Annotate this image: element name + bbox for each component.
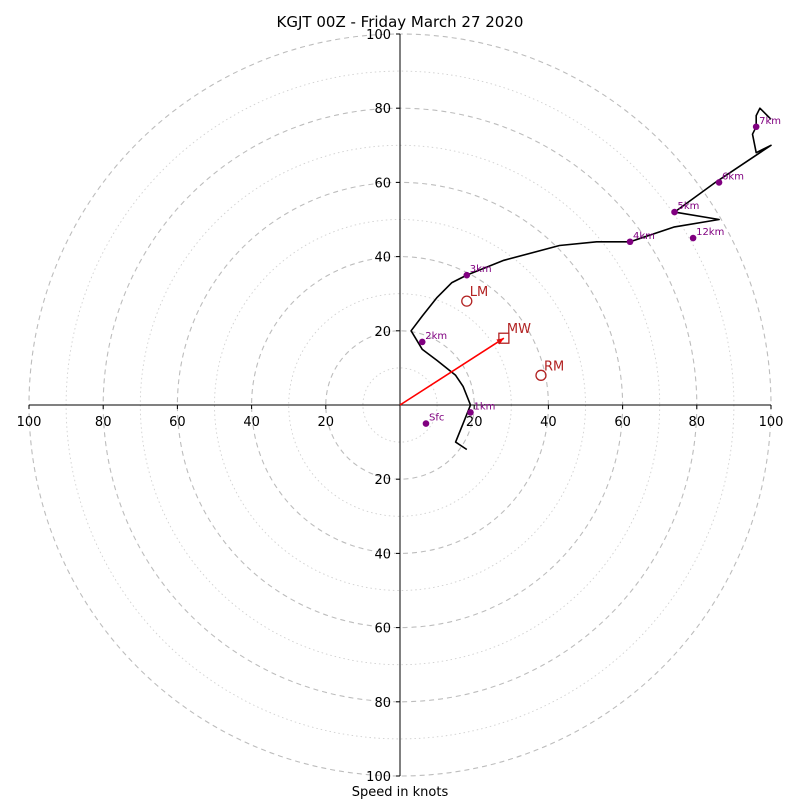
x-tick-label: 40 <box>540 415 557 430</box>
height-label: 12km <box>696 227 724 238</box>
hodograph-trace <box>410 107 772 451</box>
y-tick-label: 100 <box>366 28 391 43</box>
height-marker <box>422 420 430 427</box>
chart-title: KGJT 00Z - Friday March 27 2020 <box>277 13 524 31</box>
height-marker <box>671 208 678 216</box>
x-tick-label: 80 <box>689 415 706 430</box>
height-marker <box>626 238 634 246</box>
height-label: 4km <box>633 231 655 242</box>
storm-motion-marker <box>461 295 473 307</box>
x-axis-label: Speed in knots <box>352 785 449 800</box>
height-marker <box>467 409 474 416</box>
height-label: 3km <box>470 264 492 275</box>
axis-ticks: 20 20 20 20 40 40 40 40 60 60 60 60 80 80 80 80 100 100 10… <box>17 28 784 785</box>
x-tick-label: 100 <box>759 415 784 430</box>
height-marker <box>752 123 760 131</box>
height-label: 7km <box>759 116 781 127</box>
x-tick-label: 40 <box>243 415 260 430</box>
height-label: 2km <box>425 331 447 342</box>
height-label: 5km <box>678 201 700 212</box>
storm-motion-label: RM <box>544 359 564 374</box>
y-tick-label: 20 <box>374 325 391 340</box>
x-tick-label: 60 <box>169 415 186 430</box>
y-tick-label: 40 <box>374 251 391 266</box>
x-tick-label: 80 <box>95 415 112 430</box>
height-label: 1km <box>473 401 495 412</box>
x-tick-label: 100 <box>17 415 42 430</box>
storm-motion-markers: MW LM RM <box>461 285 564 381</box>
storm-motion-label: LM <box>470 285 488 300</box>
height-markers: Sfc 1km 2km 3km 4km 5km 6km 7km 12km <box>418 116 781 427</box>
shear-vector <box>399 337 505 406</box>
height-label: 6km <box>722 171 744 182</box>
y-tick-label: 80 <box>374 696 391 711</box>
hodograph-line <box>410 107 772 451</box>
x-tick-label: 20 <box>318 415 335 430</box>
x-tick-label: 20 <box>466 415 483 430</box>
storm-motion-label: MW <box>507 322 531 337</box>
shear-vector-line <box>399 337 505 406</box>
height-marker <box>715 179 723 186</box>
height-marker <box>463 271 471 279</box>
y-tick-label: 100 <box>366 770 391 785</box>
y-tick-label: 60 <box>374 622 391 637</box>
storm-motion-marker <box>535 369 547 381</box>
height-marker <box>689 234 697 242</box>
height-marker <box>418 338 426 346</box>
height-label: Sfc <box>429 413 444 424</box>
y-tick-label: 20 <box>374 473 391 488</box>
storm-motion-marker <box>498 332 510 344</box>
y-tick-label: 60 <box>374 176 391 191</box>
x-tick-label: 60 <box>614 415 631 430</box>
y-tick-label: 80 <box>374 102 391 117</box>
y-tick-label: 40 <box>374 547 391 562</box>
